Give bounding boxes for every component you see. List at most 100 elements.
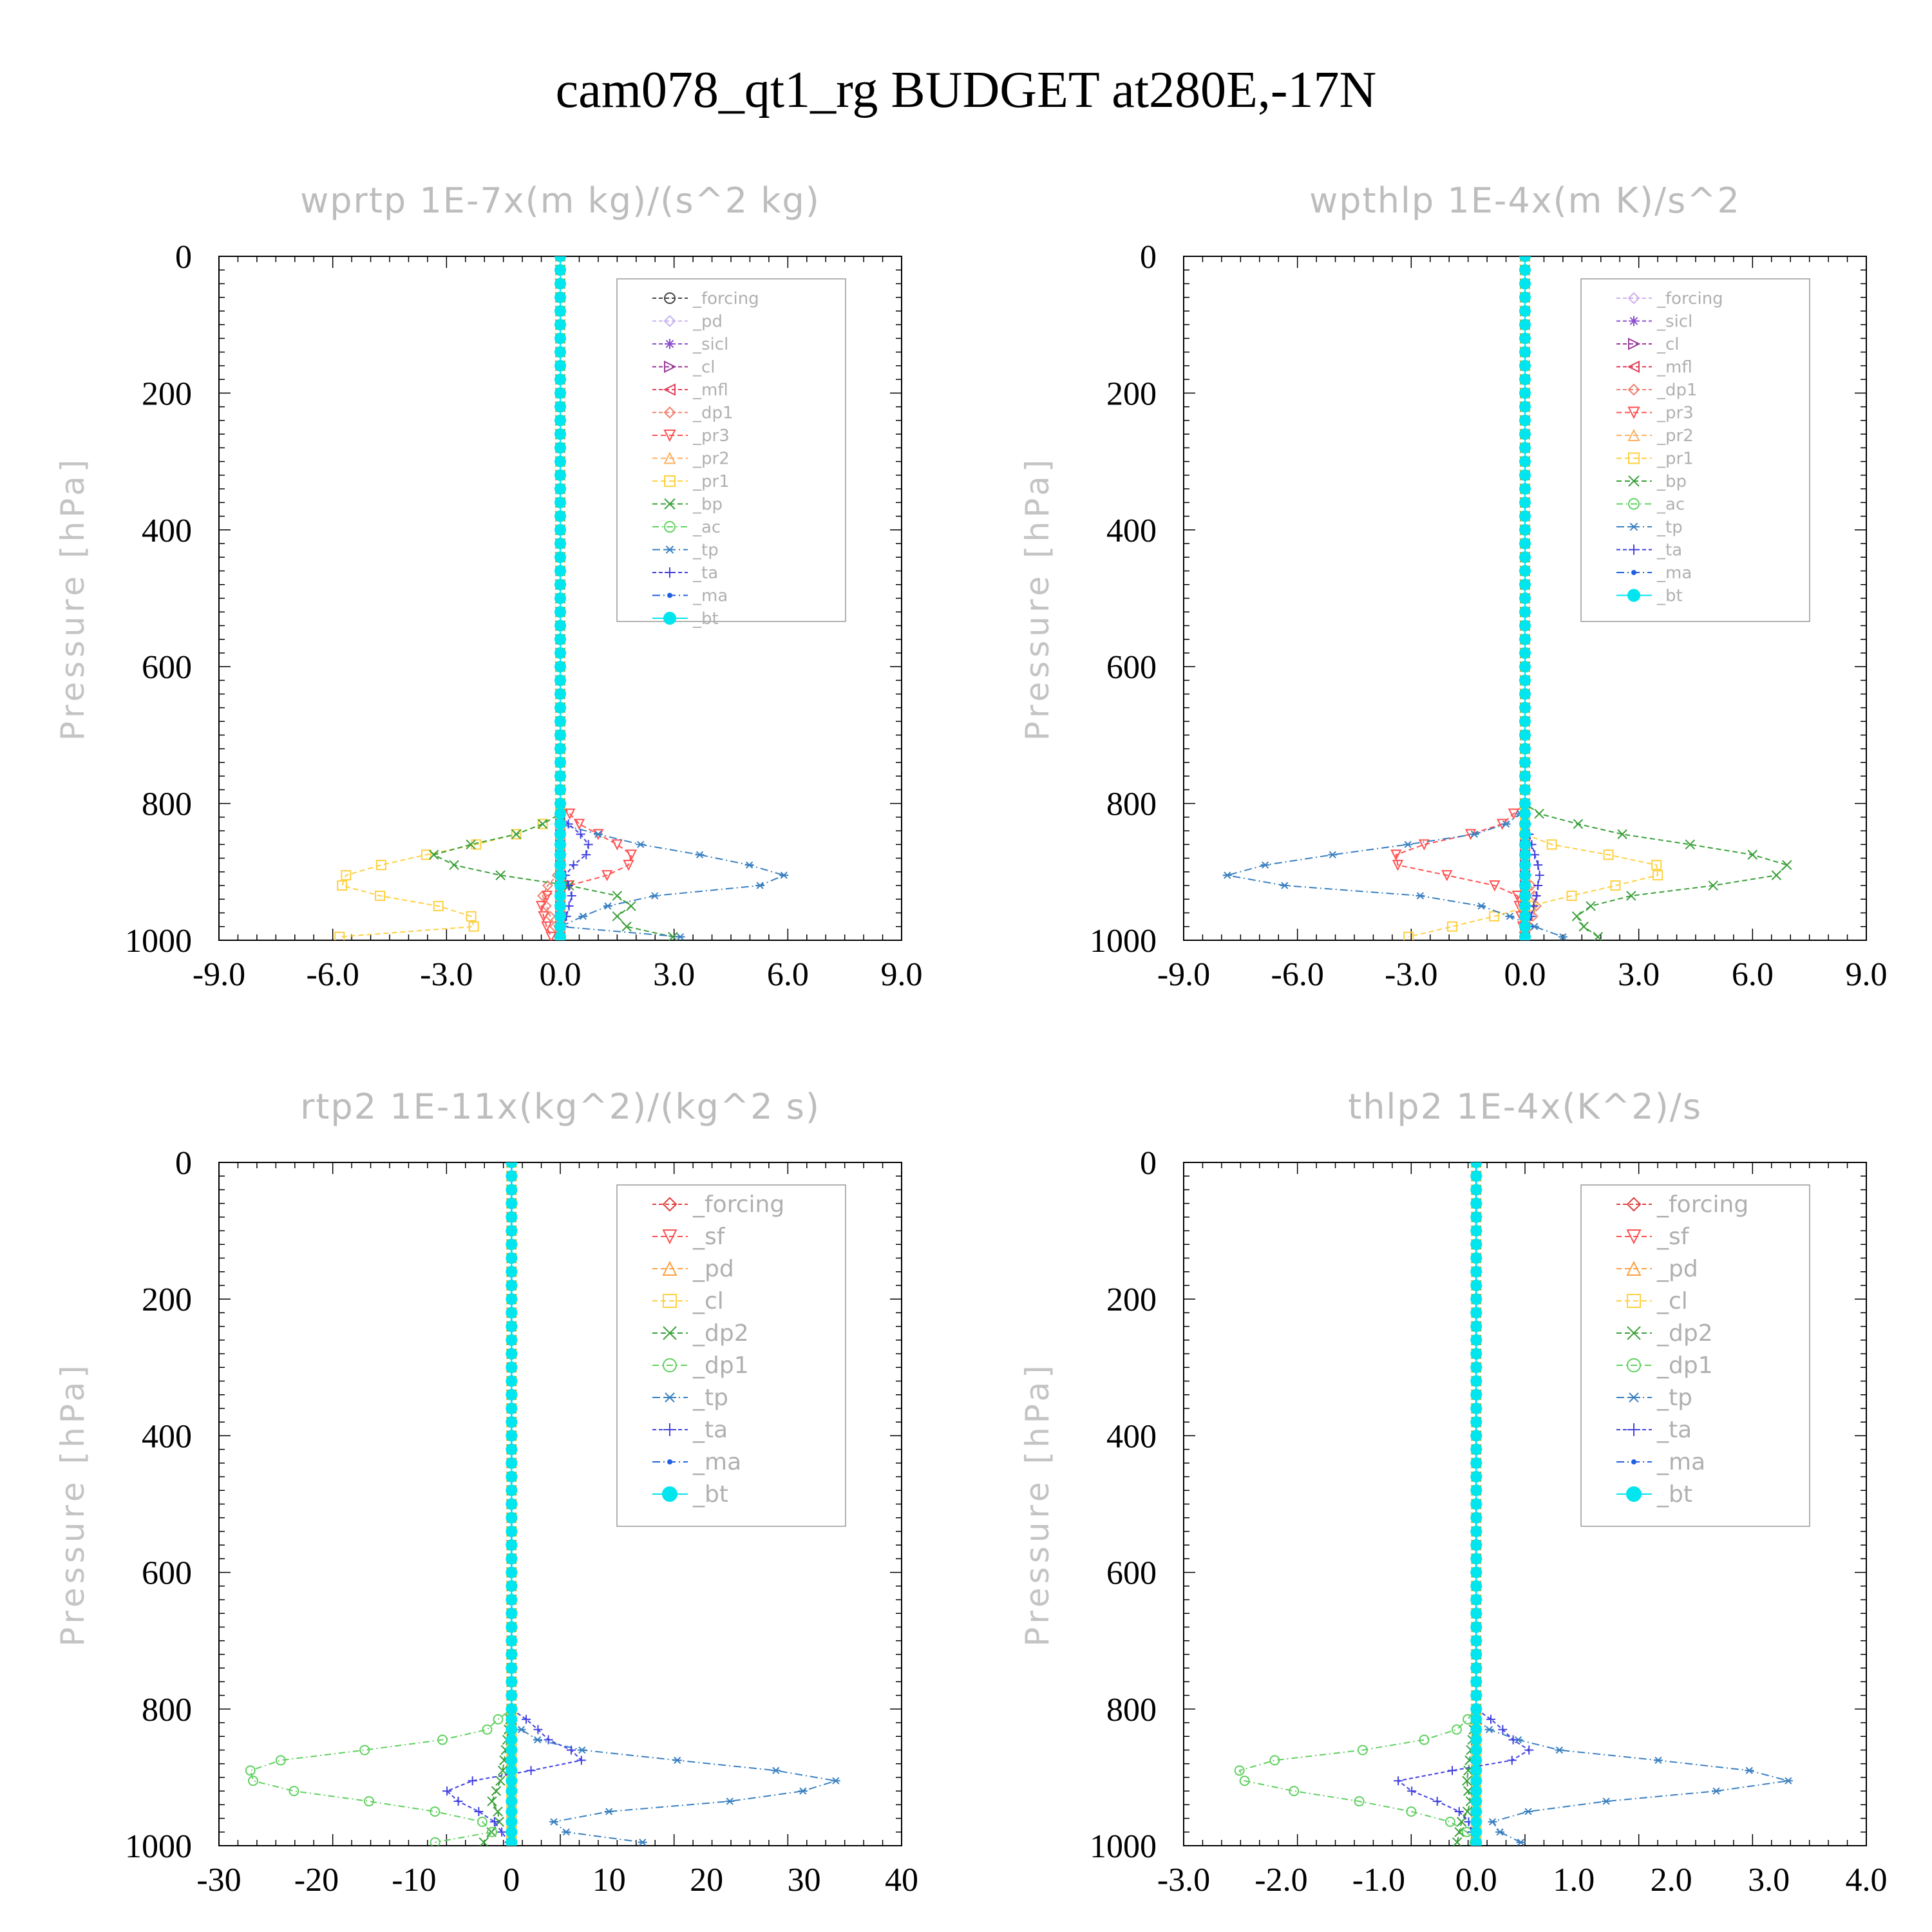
data-point <box>1519 592 1531 604</box>
data-point <box>1519 828 1531 840</box>
data-point <box>1470 1265 1482 1278</box>
data-point <box>1470 1334 1482 1346</box>
data-point <box>437 1734 448 1745</box>
data-point <box>533 1725 543 1734</box>
data-point <box>573 819 585 830</box>
data-point <box>603 902 612 910</box>
legend-marker <box>663 451 676 464</box>
data-point <box>554 838 566 851</box>
legend-item: _tp <box>652 1385 728 1411</box>
data-point <box>449 860 459 870</box>
series-pr3 <box>1390 256 1531 940</box>
legend-label: _bt <box>1656 1481 1692 1508</box>
data-point <box>1603 849 1614 860</box>
legend-item: _ta <box>652 1417 728 1443</box>
legend-label: _ta <box>692 564 718 583</box>
data-point <box>495 870 506 880</box>
legend-marker <box>667 592 672 598</box>
data-point <box>1470 1416 1482 1428</box>
data-point <box>497 1765 508 1776</box>
legend-label: _dp2 <box>1656 1320 1713 1347</box>
data-point <box>554 387 566 399</box>
legend-item: _tp <box>1616 1385 1692 1411</box>
x-tick-label: -6.0 <box>1271 956 1324 993</box>
data-point <box>1357 1745 1368 1756</box>
legend-marker <box>1627 428 1640 441</box>
data-point <box>1470 1430 1482 1442</box>
x-tick-label: 0.0 <box>1504 956 1546 993</box>
legend-label: _forcing <box>1656 289 1723 308</box>
data-point <box>1239 1776 1250 1786</box>
data-point <box>554 524 566 536</box>
legend-marker <box>663 1392 676 1403</box>
data-point <box>506 1471 518 1483</box>
data-point <box>506 1826 518 1838</box>
x-tick-label: 0.0 <box>1455 1862 1497 1899</box>
legend-marker <box>665 339 675 349</box>
data-point <box>676 933 685 940</box>
legend-label: _tp <box>692 541 719 560</box>
chart-panel-4: -3.0 -2.0 -1.0 0.0 1.0 2.0 3.0 4.0 0 200 400 600 800… <box>1019 1086 1888 1899</box>
data-point <box>1470 1795 1482 1808</box>
data-point <box>1519 414 1531 426</box>
data-point <box>1519 359 1531 372</box>
data-point <box>672 1756 682 1764</box>
y-tick-label: 200 <box>1106 1282 1157 1318</box>
data-point <box>1470 830 1479 838</box>
data-point <box>1470 1713 1482 1725</box>
data-point <box>1354 1796 1365 1807</box>
data-point <box>604 1808 614 1815</box>
data-point <box>695 851 705 858</box>
legend-box <box>616 1184 846 1527</box>
panel-title: wprtp 1E-7x(m kg)/(s^2 kg) <box>300 180 820 221</box>
chart-panel-2: -9.0 -6.0 -3.0 0.0 3.0 6.0 9.0 0 200 400 600 800 100… <box>1019 180 1888 993</box>
data-point <box>497 1827 507 1837</box>
data-point <box>554 319 566 331</box>
data-point <box>489 1817 499 1826</box>
data-point <box>1470 1361 1482 1374</box>
data-point <box>1771 870 1782 880</box>
data-point <box>1470 1388 1482 1401</box>
legend-item: _pd <box>1616 1256 1698 1282</box>
x-tick-label: -3.0 <box>1157 1862 1210 1899</box>
data-point <box>1653 1756 1663 1764</box>
legend-marker <box>667 1459 672 1464</box>
data-point <box>1470 1279 1482 1291</box>
data-point <box>554 849 566 861</box>
data-point <box>1519 859 1531 871</box>
data-point <box>375 890 386 901</box>
legend-label: _ma <box>692 587 728 606</box>
data-point <box>1432 1797 1442 1806</box>
legend-item: _pr1 <box>652 472 730 491</box>
series-ta <box>1394 1162 1534 1846</box>
data-point <box>554 374 566 386</box>
data-point <box>1653 870 1663 881</box>
data-point <box>554 880 566 892</box>
y-tick-label: 800 <box>1106 786 1157 823</box>
data-point <box>493 1806 503 1817</box>
data-point <box>506 1525 518 1537</box>
data-point <box>554 428 566 440</box>
data-point <box>1470 1471 1482 1483</box>
legend-label: _dp1 <box>692 404 734 423</box>
legend-label: _bp <box>692 495 723 515</box>
data-point <box>506 1430 518 1442</box>
legend-label: _forcing <box>692 1191 784 1218</box>
legend-label: _dp1 <box>1656 1352 1713 1379</box>
data-point <box>554 701 566 714</box>
data-point <box>545 911 556 922</box>
data-point <box>554 469 566 481</box>
x-tick-label: -30 <box>196 1862 241 1899</box>
page-title: cam078_qt1_rg BUDGET at280E,-17N <box>555 62 1377 118</box>
legend-marker <box>1626 1197 1642 1212</box>
data-point <box>522 1714 531 1724</box>
data-point <box>1519 889 1531 902</box>
data-point <box>1571 911 1582 922</box>
data-point <box>1534 808 1544 819</box>
legend-item: _cl <box>652 358 715 377</box>
data-point <box>506 1279 518 1291</box>
data-point <box>554 889 566 902</box>
data-point <box>1498 1725 1508 1734</box>
x-tick-label: 3.0 <box>1618 956 1660 993</box>
legend-label: _ma <box>1656 564 1692 583</box>
